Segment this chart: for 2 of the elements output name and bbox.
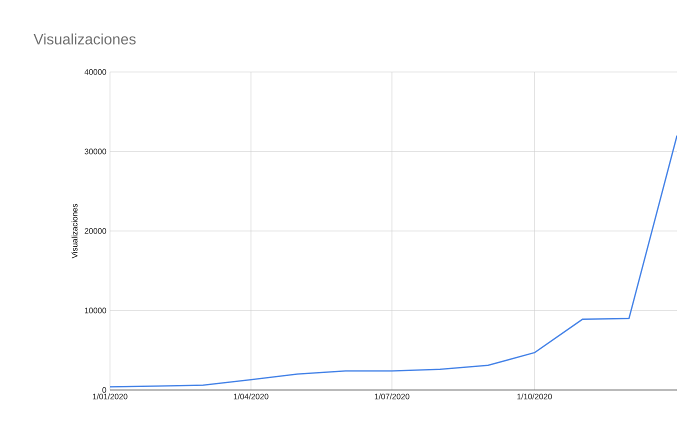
chart-title: Visualizaciones	[34, 34, 136, 44]
line-series	[110, 134, 678, 388]
